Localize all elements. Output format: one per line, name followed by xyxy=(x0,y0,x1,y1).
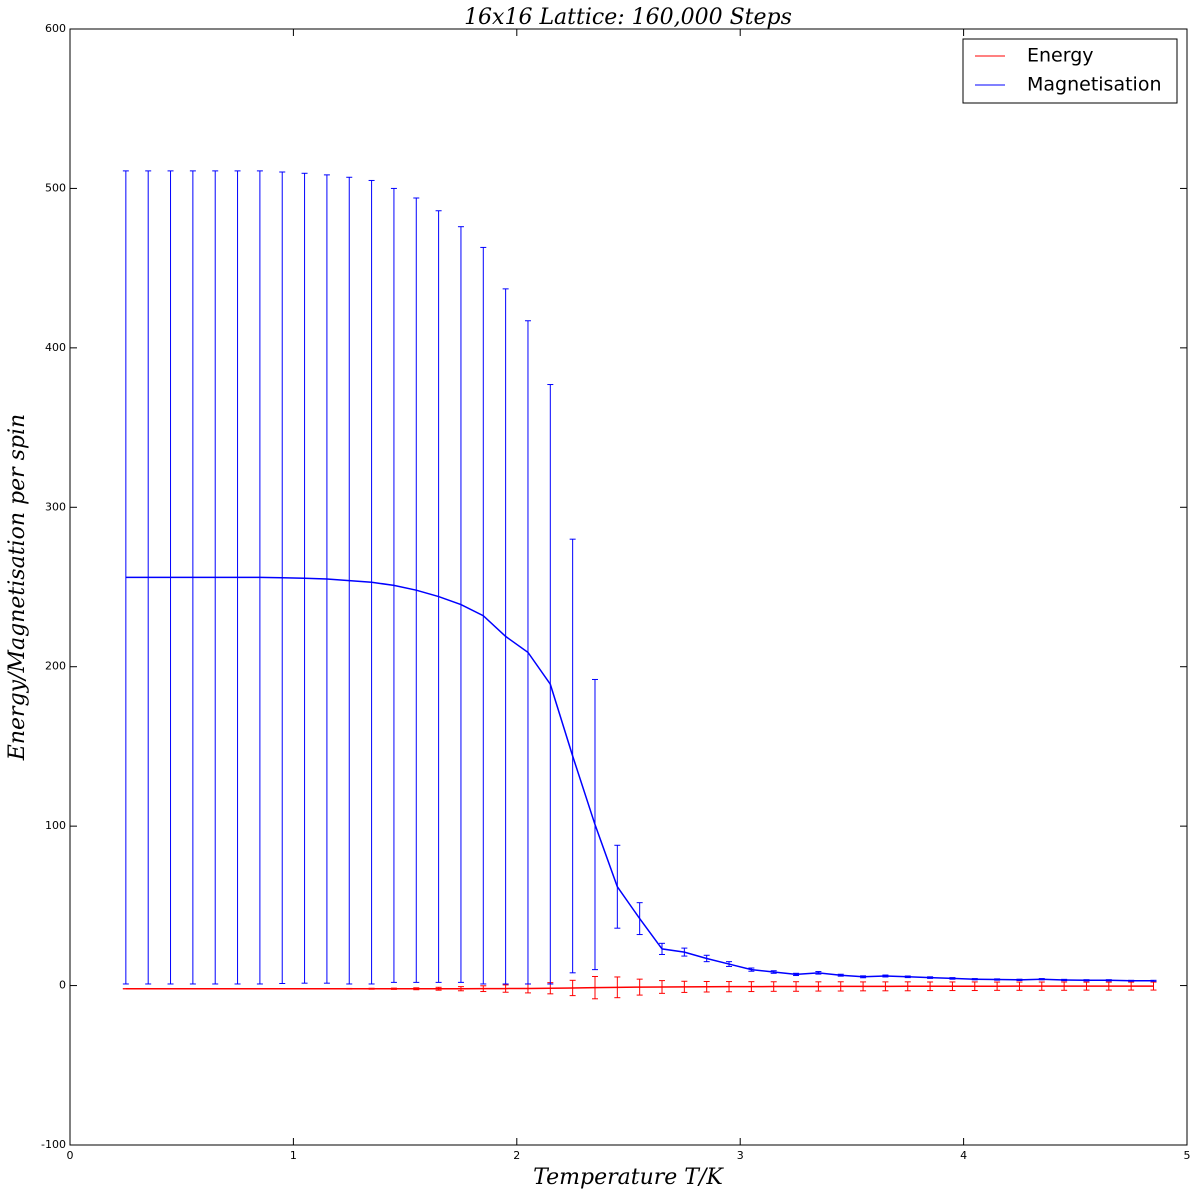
y-tick-label: 200 xyxy=(45,660,66,673)
plot-frame xyxy=(69,28,1188,1146)
chart-title: 16x16 Lattice: 160,000 Steps xyxy=(464,5,792,30)
legend-label: Magnetisation xyxy=(1027,74,1162,96)
x-tick-label: 5 xyxy=(1184,1149,1191,1162)
series-line xyxy=(125,985,1154,990)
y-tick-label: 100 xyxy=(45,819,66,832)
y-tick-label: -100 xyxy=(41,1138,66,1151)
x-tick-label: 3 xyxy=(737,1149,744,1162)
legend-box xyxy=(962,38,1178,104)
legend-label: Energy xyxy=(1027,45,1094,67)
y-tick-label: 600 xyxy=(45,22,66,35)
y-tick-label: 300 xyxy=(45,500,66,513)
y-tick-label: 0 xyxy=(59,979,66,992)
x-axis-label: Temperature T/K xyxy=(533,1165,724,1190)
y-tick-label: 500 xyxy=(45,181,66,194)
y-axis-label: Energy/Magnetisation per spin xyxy=(5,414,30,761)
x-tick-label: 4 xyxy=(960,1149,967,1162)
x-tick-label: 2 xyxy=(513,1149,520,1162)
x-tick-label: 1 xyxy=(290,1149,297,1162)
x-tick-label: 0 xyxy=(67,1149,74,1162)
y-tick-label: 400 xyxy=(45,341,66,354)
series-line xyxy=(125,576,1154,982)
